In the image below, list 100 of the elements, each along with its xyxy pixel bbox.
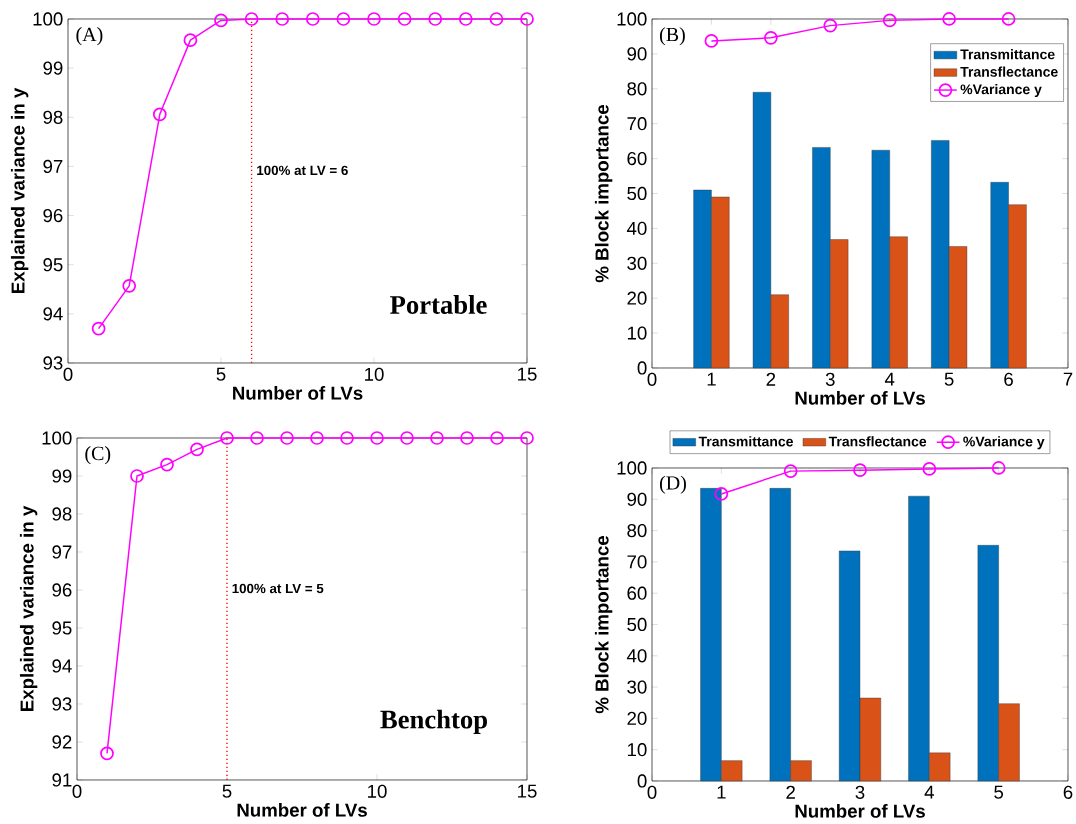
y-axis-title: % Block importance [594,104,613,283]
x-tick-label: 6 [1004,372,1013,386]
x-tick-label: 7 [1063,372,1073,386]
x-tick-label: 5 [222,784,232,798]
point [190,442,204,457]
legend-label: Transmittance [960,49,1055,60]
point [490,431,504,445]
point [428,12,443,26]
x-tick-label: 15 [518,784,537,798]
annotation: (D) [659,475,686,494]
point [336,12,351,26]
y-tick-label: 99 [52,469,72,483]
y-tick-label: 97 [52,545,72,559]
ref-line-label: 100% at LV = 6 [257,165,348,176]
x-tick-label: 0 [72,784,82,798]
x-tick-label: 5 [216,367,226,381]
x-axis-title: Number of LVs [237,803,367,817]
point [305,12,320,26]
x-tick-label: 2 [786,785,795,799]
point [991,461,1006,475]
y-tick-label: 100 [617,12,647,26]
x-tick-label: 0 [647,372,657,386]
y-tick-label: 60 [627,151,647,166]
point [714,487,729,501]
point [183,33,198,47]
y-tick-label: 90 [627,47,647,61]
y-tick-label: 50 [627,186,647,201]
point [250,431,264,445]
y-tick-label: 98 [52,507,72,521]
point [520,431,534,445]
point [922,462,937,476]
y-tick-label: 90 [627,492,647,506]
annotation: Portable [390,295,487,314]
x-tick-label: 1 [707,372,716,386]
point [275,12,290,26]
y-tick-label: 50 [627,617,647,632]
x-axis-title: Number of LVs [795,391,925,405]
legend-label: Transflectance [828,436,927,447]
point [100,746,114,761]
point [704,34,719,48]
legend-label: Transflectance [960,66,1058,77]
y-tick-label: 0 [637,774,647,788]
legend-label: %Variance y [960,83,1042,98]
point [430,431,444,445]
y-tick-label: 98 [43,110,63,124]
y-tick-label: 94 [43,307,63,321]
point [400,431,414,445]
y-axis-title: Explained variance in y [10,87,29,293]
point [783,464,798,478]
y-tick-label: 30 [627,680,647,694]
x-tick-label: 2 [766,372,776,386]
annotation: (C) [85,446,111,465]
point [520,12,534,26]
y-tick-label: 30 [627,256,647,270]
annotation: (B) [659,27,685,46]
point [91,321,106,336]
y-tick-label: 10 [627,326,647,340]
x-axis-title: Number of LVs [233,386,363,400]
x-tick-label: 4 [924,785,934,799]
y-tick-label: 100 [617,461,647,475]
y-tick-label: 70 [627,117,647,131]
y-tick-label: 92 [52,735,72,749]
point [460,431,474,445]
point [122,278,137,293]
point [220,431,234,445]
legend-label: Transmittance [698,436,793,447]
legend-label: %Variance y [963,436,1045,450]
point [882,13,897,28]
point [397,12,412,26]
point [310,431,324,445]
x-tick-label: 4 [884,372,895,386]
x-tick-label: 10 [365,367,384,381]
y-tick-label: 94 [52,659,72,673]
point [1001,12,1016,26]
y-tick-label: 80 [627,82,647,96]
point [280,431,294,445]
x-axis-title: Number of LVs [795,804,925,818]
y-tick-label: 96 [52,583,72,597]
y-tick-label: 70 [627,555,647,569]
y-tick-label: 20 [627,291,647,305]
x-tick-label: 3 [855,785,865,799]
point [458,12,473,26]
x-tick-label: 3 [825,372,835,386]
point [853,463,867,478]
y-tick-label: 99 [43,61,63,75]
x-tick-label: 1 [717,785,726,799]
point [763,30,778,45]
point [340,431,354,445]
y-tick-label: 95 [52,621,72,635]
point [823,18,838,33]
y-tick-label: 95 [43,258,63,272]
y-tick-label: 97 [43,159,63,174]
point [942,12,957,26]
point [489,12,504,26]
x-tick-label: 5 [994,785,1004,799]
x-tick-label: 15 [518,367,537,381]
y-tick-label: 60 [627,586,647,600]
x-tick-label: 6 [1063,785,1073,799]
y-tick-label: 96 [43,208,63,223]
point [367,12,381,26]
